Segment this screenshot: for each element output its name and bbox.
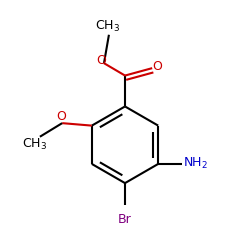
Text: Br: Br <box>118 213 132 226</box>
Text: CH$_{3}$: CH$_{3}$ <box>22 136 48 152</box>
Text: CH$_{3}$: CH$_{3}$ <box>95 18 120 34</box>
Text: O: O <box>56 110 66 124</box>
Text: O: O <box>153 60 162 73</box>
Text: NH$_{2}$: NH$_{2}$ <box>183 156 208 172</box>
Text: O: O <box>96 54 106 67</box>
